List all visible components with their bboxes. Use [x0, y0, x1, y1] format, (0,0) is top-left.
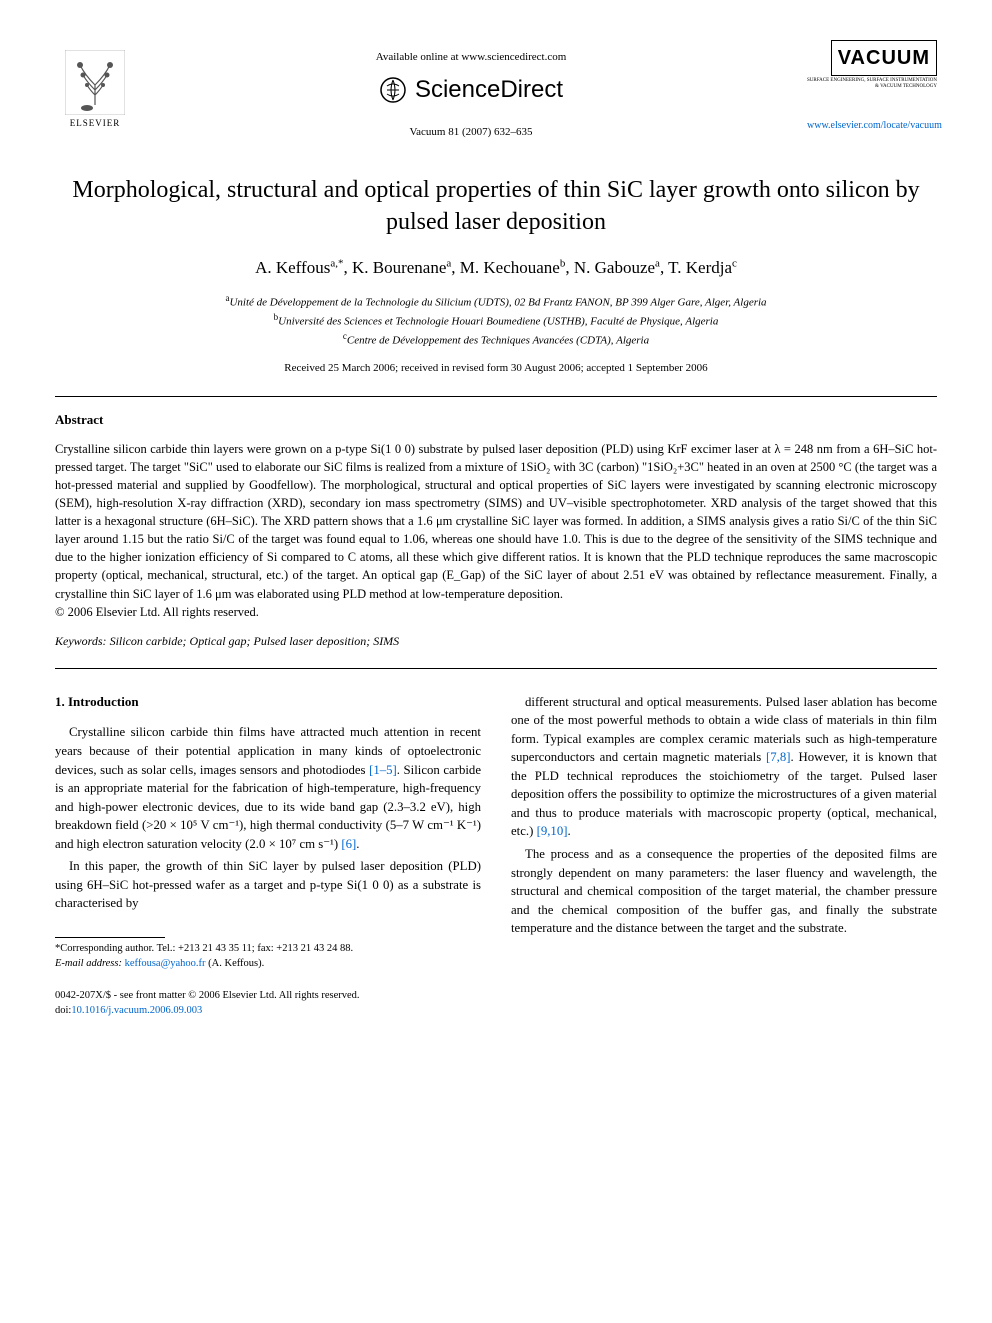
intro-paragraph: Crystalline silicon carbide thin films h… [55, 723, 481, 853]
vacuum-label: VACUUM [831, 40, 937, 76]
affiliation-item: aUnité de Développement de la Technologi… [55, 292, 937, 311]
column-left: 1. Introduction Crystalline silicon carb… [55, 693, 481, 1019]
citation-ref[interactable]: [1–5] [369, 763, 397, 777]
keywords-label: Keywords: [55, 634, 107, 648]
citation-ref[interactable]: [9,10] [537, 824, 568, 838]
footnote-rule [55, 937, 165, 938]
intro-heading: 1. Introduction [55, 693, 481, 712]
available-online-text: Available online at www.sciencedirect.co… [135, 50, 807, 65]
front-matter-text: 0042-207X/$ - see front matter © 2006 El… [55, 989, 481, 1004]
intro-paragraph: In this paper, the growth of thin SiC la… [55, 857, 481, 913]
doi-link[interactable]: 10.1016/j.vacuum.2006.09.003 [71, 1005, 202, 1016]
journal-homepage-link[interactable]: www.elsevier.com/locate/vacuum [807, 119, 937, 133]
corresponding-author-footnote: *Corresponding author. Tel.: +213 21 43 … [55, 942, 481, 971]
email-author-name: (A. Keffous). [208, 958, 264, 969]
citation-ref[interactable]: [7,8] [766, 750, 791, 764]
sciencedirect-brand: ScienceDirect [135, 73, 807, 107]
abstract-heading: Abstract [55, 411, 937, 429]
elsevier-logo: ELSEVIER [55, 40, 135, 130]
abstract-body: Crystalline silicon carbide thin layers … [55, 440, 937, 621]
divider [55, 396, 937, 397]
copyright-line: © 2006 Elsevier Ltd. All rights reserved… [55, 605, 259, 619]
vacuum-subtitle: SURFACE ENGINEERING, SURFACE INSTRUMENTA… [807, 78, 937, 89]
article-title: Morphological, structural and optical pr… [55, 175, 937, 237]
citation-ref[interactable]: [6] [341, 837, 356, 851]
email-label: E-mail address: [55, 958, 122, 969]
abstract-text: Crystalline silicon carbide thin layers … [55, 442, 937, 601]
center-header: Available online at www.sciencedirect.co… [135, 40, 807, 140]
affiliation-item: cCentre de Développement des Techniques … [55, 330, 937, 349]
intro-paragraph: The process and as a consequence the pro… [511, 845, 937, 938]
front-matter: 0042-207X/$ - see front matter © 2006 El… [55, 989, 481, 1018]
elsevier-tree-icon [65, 50, 125, 115]
divider [55, 668, 937, 669]
column-right: different structural and optical measure… [511, 693, 937, 1019]
publisher-header: ELSEVIER Available online at www.science… [55, 40, 937, 140]
journal-reference: Vacuum 81 (2007) 632–635 [135, 125, 807, 140]
sciencedirect-icon [379, 76, 407, 104]
keywords-values: Silicon carbide; Optical gap; Pulsed las… [110, 634, 400, 648]
corresponding-email-link[interactable]: keffousa@yahoo.fr [125, 958, 206, 969]
keywords-line: Keywords: Silicon carbide; Optical gap; … [55, 633, 937, 650]
intro-paragraph: different structural and optical measure… [511, 693, 937, 841]
author-list: A. Keffousa,*, K. Bourenanea, M. Kechoua… [55, 256, 937, 280]
doi-label: doi: [55, 1005, 71, 1016]
corresponding-tel-fax: *Corresponding author. Tel.: +213 21 43 … [55, 942, 481, 957]
sciencedirect-label: ScienceDirect [415, 73, 563, 107]
article-dates: Received 25 March 2006; received in revi… [55, 361, 937, 376]
page-root: ELSEVIER Available online at www.science… [0, 0, 992, 1059]
journal-logo: VACUUM SURFACE ENGINEERING, SURFACE INST… [807, 40, 937, 133]
elsevier-label: ELSEVIER [70, 117, 121, 130]
affiliation-list: aUnité de Développement de la Technologi… [55, 292, 937, 349]
affiliation-item: bUniversité des Sciences et Technologie … [55, 311, 937, 330]
body-columns: 1. Introduction Crystalline silicon carb… [55, 693, 937, 1019]
